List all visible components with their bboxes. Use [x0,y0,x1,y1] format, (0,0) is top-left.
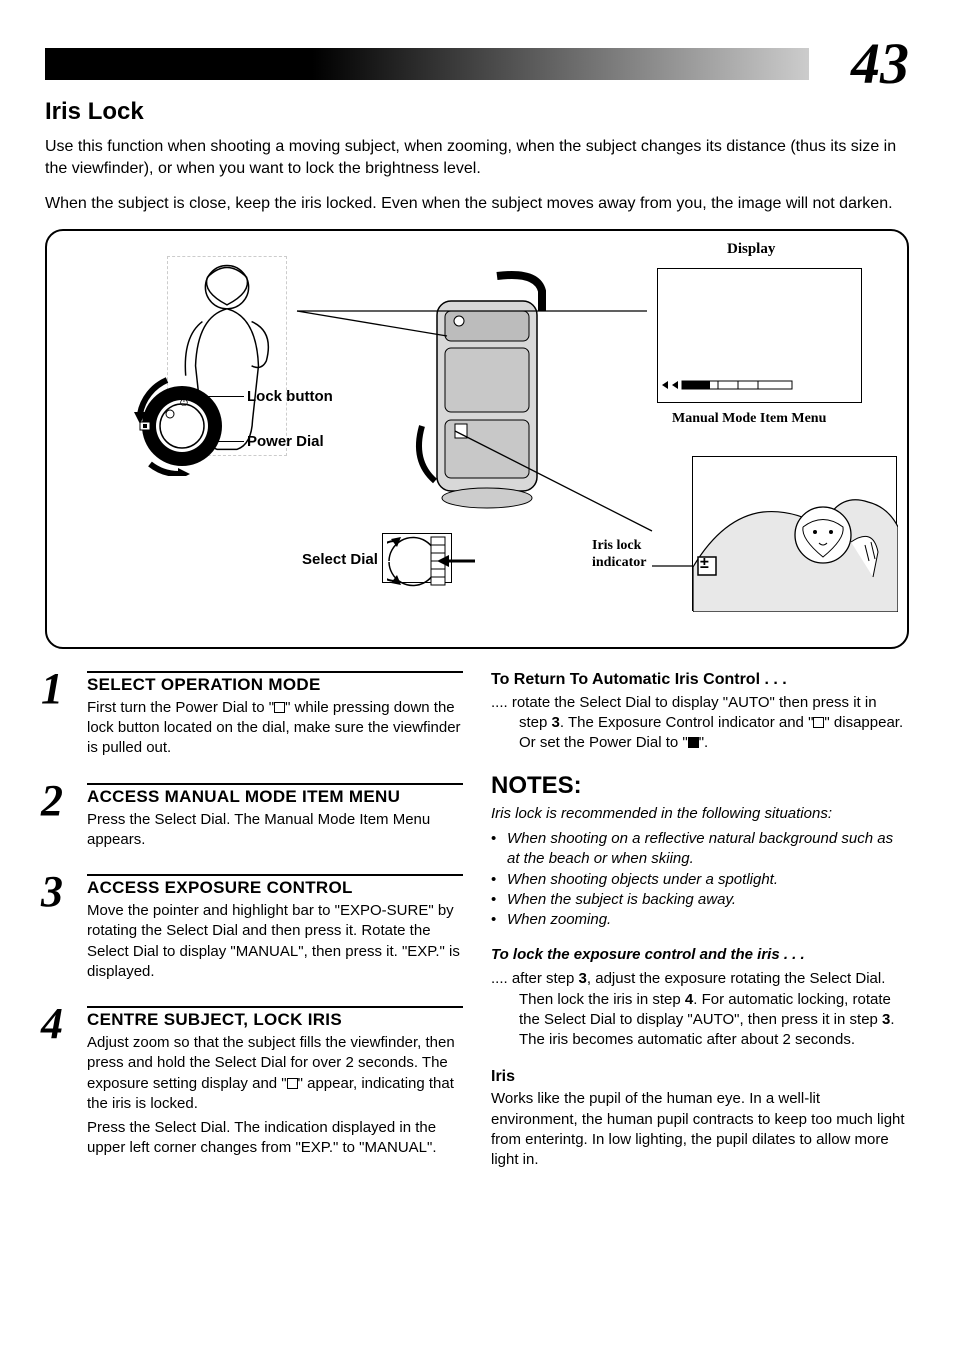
step-2-body: Press the Select Dial. The Manual Mode I… [87,810,463,851]
return-end: ". [699,734,709,751]
svg-text:⏻: ⏻ [180,398,188,409]
intro-paragraph-1: Use this function when shooting a moving… [45,136,909,179]
step-3-rule [87,874,463,876]
step-3-title: ACCESS EXPOSURE CONTROL [87,878,463,898]
iris-body: Works like the pupil of the human eye. I… [491,1089,909,1170]
notes-list: When shooting on a reflective natural ba… [491,829,909,930]
auto-mode-icon [688,737,699,748]
step-2-rule [87,783,463,785]
notes-heading: NOTES: [491,772,909,800]
display-2-svg [693,457,898,612]
step-3-number: 3 [41,870,63,914]
manual-mode-label: Manual Mode Item Menu [672,411,826,427]
notes-item-1: When shooting on a reflective natural ba… [491,829,909,870]
return-heading: To Return To Automatic Iris Control . . … [491,671,909,689]
page-header: 43 [45,30,909,80]
step-1-number: 1 [41,667,63,711]
return-mid: . The Exposure Control indicator and " [560,714,814,731]
camcorder-illustration [377,266,577,526]
lock-exposure-body: .... after step 3, adjust the exposure r… [491,969,909,1050]
page-number: 43 [851,30,909,97]
step-4-body: Adjust zoom so that the subject fills th… [87,1033,463,1114]
notes-intro: Iris lock is recommended in the followin… [491,804,909,824]
step-1: 1 SELECT OPERATION MODE First turn the P… [45,671,463,759]
lock-step-4: 4 [685,991,693,1008]
step-2: 2 ACCESS MANUAL MODE ITEM MENU Press the… [45,783,463,851]
lock-button-line [189,396,244,398]
right-column: To Return To Automatic Iris Control . . … [491,671,909,1183]
step-4-title: CENTRE SUBJECT, LOCK IRIS [87,1010,463,1030]
step-2-number: 2 [41,779,63,823]
step-4: 4 CENTRE SUBJECT, LOCK IRIS Adjust zoom … [45,1006,463,1159]
manual-mode-icon [274,702,285,713]
notes-item-4: When zooming. [491,910,909,930]
return-body: .... rotate the Select Dial to display "… [491,693,909,754]
return-step-3: 3 [552,714,560,731]
step-4-body-2: Press the Select Dial. The indication di… [87,1118,463,1159]
step-4-rule [87,1006,463,1008]
iris-lock-indicator-label: Iris lock indicator [592,538,682,572]
notes-item-2: When shooting objects under a spotlight. [491,870,909,890]
notes-item-3: When the subject is backing away. [491,890,909,910]
lock-step-3a: 3 [579,970,587,987]
step-3: 3 ACCESS EXPOSURE CONTROL Move the point… [45,874,463,982]
content-columns: 1 SELECT OPERATION MODE First turn the P… [45,671,909,1183]
iris-heading: Iris [491,1068,909,1086]
display-screen-1 [657,268,862,403]
step-1-rule [87,671,463,673]
left-column: 1 SELECT OPERATION MODE First turn the P… [45,671,463,1183]
lock-exposure-heading: To lock the exposure control and the iri… [491,946,909,963]
lock-button-label: Lock button [247,388,333,405]
lock-pre: .... after step [491,970,579,987]
step-3-body: Move the pointer and highlight bar to "E… [87,901,463,982]
power-dial-line [212,441,244,443]
lock-icon [287,1078,298,1089]
diagram-container: ⏻ Lock button Power Dial Select Dial [45,229,909,649]
select-dial-label: Select Dial [302,551,378,568]
step-1-pre: First turn the Power Dial to " [87,699,274,716]
display-1-svg [658,269,863,404]
step-4-number: 4 [41,1002,63,1046]
select-dial-illustration [387,531,487,591]
step-1-body: First turn the Power Dial to "" while pr… [87,698,463,759]
display-label: Display [727,241,775,258]
step-2-title: ACCESS MANUAL MODE ITEM MENU [87,787,463,807]
plusminus-symbol: ± [700,555,709,573]
indicator-icon [813,717,824,728]
intro-paragraph-2: When the subject is close, keep the iris… [45,193,909,215]
display-screen-2: ± [692,456,897,611]
power-dial-illustration: ⏻ [132,376,232,476]
power-dial-label: Power Dial [247,433,324,450]
iris-lock-indicator-text: Iris lock indicator [592,538,646,570]
step-1-title: SELECT OPERATION MODE [87,675,463,695]
header-gradient [45,48,809,80]
page-title: Iris Lock [45,98,909,126]
